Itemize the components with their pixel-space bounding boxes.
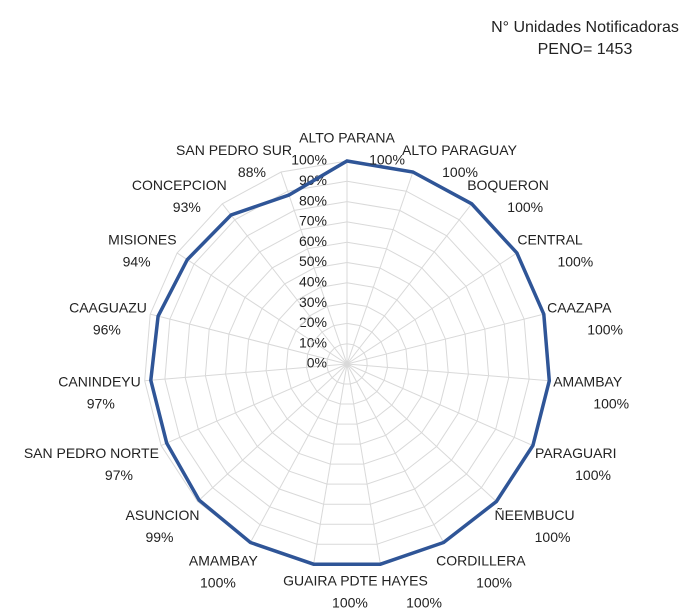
value-label: 94% xyxy=(123,254,151,270)
value-label: 100% xyxy=(575,467,611,483)
category-label: AMAMBAY xyxy=(189,553,259,569)
value-label: 100% xyxy=(332,595,368,611)
grid-line xyxy=(245,261,449,465)
chart-title: N° Unidades Notificadoras xyxy=(491,19,679,36)
r-tick-label: 60% xyxy=(299,233,327,249)
grid-line xyxy=(184,201,510,525)
category-label: PARAGUARI xyxy=(535,445,616,461)
category-label: CENTRAL xyxy=(517,232,583,248)
category-label: ASUNCION xyxy=(126,507,200,523)
category-label: CORDILLERA xyxy=(436,553,526,569)
grid-line xyxy=(265,282,429,445)
category-label: GUAIRA xyxy=(283,573,337,589)
value-label: 100% xyxy=(406,595,442,611)
r-tick-label: 50% xyxy=(299,253,327,269)
r-tick-label: 80% xyxy=(299,192,327,208)
category-label: SAN PEDRO SUR xyxy=(176,142,292,158)
grid-line xyxy=(305,322,389,405)
category-label: CANINDEYU xyxy=(58,373,140,389)
r-tick-label: 30% xyxy=(299,294,327,310)
value-label: 100% xyxy=(557,254,593,270)
value-label: 99% xyxy=(145,529,173,545)
r-tick-label: 40% xyxy=(299,274,327,290)
value-label: 88% xyxy=(238,164,266,180)
value-label: 100% xyxy=(535,529,571,545)
grid-line xyxy=(225,241,469,485)
value-label: 97% xyxy=(105,467,133,483)
category-label: BOQUERON xyxy=(467,177,549,193)
category-label: ALTO PARAGUAY xyxy=(402,142,518,158)
value-label: 96% xyxy=(93,321,121,337)
value-label: 93% xyxy=(173,199,201,215)
value-label: 100% xyxy=(369,152,405,168)
category-label: CAAZAPA xyxy=(547,299,612,315)
value-label: 100% xyxy=(442,164,478,180)
grid-line xyxy=(204,221,490,505)
series-line xyxy=(149,159,552,566)
value-label: 100% xyxy=(476,575,512,591)
grid-line xyxy=(164,180,530,545)
category-label: ÑEEMBUCU xyxy=(495,507,575,523)
value-label: 97% xyxy=(87,395,115,411)
r-tick-label: 20% xyxy=(299,314,327,330)
category-label: SAN PEDRO NORTE xyxy=(24,445,159,461)
value-label: 100% xyxy=(593,395,629,411)
category-label: CAAGUAZU xyxy=(69,299,147,315)
r-tick-label: 70% xyxy=(299,213,327,229)
category-label: MISIONES xyxy=(108,232,176,248)
category-label: PDTE HAYES xyxy=(340,573,428,589)
value-label: 100% xyxy=(200,575,236,591)
category-label: AMAMBAY xyxy=(553,373,623,389)
r-tick-label: 0% xyxy=(307,355,327,371)
value-label: 100% xyxy=(507,199,543,215)
r-tick-label: 100% xyxy=(291,152,327,168)
grid-line xyxy=(285,302,409,425)
category-label: ALTO PARANA xyxy=(299,130,395,146)
grid-line xyxy=(326,343,368,385)
value-label: 100% xyxy=(587,321,623,337)
chart-subtitle: PENO= 1453 xyxy=(538,41,633,58)
category-label: CONCEPCION xyxy=(132,177,227,193)
